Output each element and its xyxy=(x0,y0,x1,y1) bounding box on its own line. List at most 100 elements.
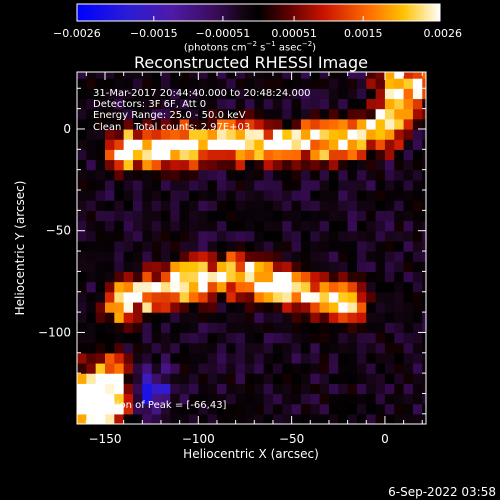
heatmap-cell xyxy=(123,190,134,201)
heatmap-cell xyxy=(356,393,367,405)
heatmap-cell xyxy=(216,72,227,79)
heatmap-cell xyxy=(114,312,125,323)
heatmap-cell xyxy=(207,322,218,334)
heatmap-cell xyxy=(216,403,227,415)
heatmap-cell xyxy=(179,373,190,384)
heatmap-cell xyxy=(104,352,115,364)
heatmap-cell xyxy=(403,251,414,262)
heatmap-cell xyxy=(263,362,274,374)
heatmap-cell xyxy=(179,190,190,201)
heatmap-cell xyxy=(160,230,171,242)
heatmap-cell xyxy=(188,72,199,79)
heatmap-cell xyxy=(356,322,367,334)
heatmap-cell xyxy=(394,383,405,395)
heatmap-cell xyxy=(384,291,395,303)
heatmap-cell xyxy=(86,251,97,262)
heatmap-cell xyxy=(319,373,330,384)
heatmap-cell xyxy=(95,301,106,313)
heatmap-cell xyxy=(244,373,255,384)
x-tick-label: −150 xyxy=(89,432,122,446)
heatmap-cell xyxy=(291,128,302,140)
heatmap-cell xyxy=(114,393,125,405)
heatmap-cell xyxy=(310,413,321,424)
heatmap-cell xyxy=(114,88,125,100)
heatmap-cell xyxy=(132,179,143,191)
heatmap-cell xyxy=(216,179,227,191)
heatmap-cell xyxy=(226,72,237,79)
heatmap-cell xyxy=(104,159,115,171)
heatmap-cell xyxy=(403,362,414,374)
heatmap-cell xyxy=(263,373,274,384)
heatmap-cell xyxy=(179,220,190,232)
heatmap-cell xyxy=(347,200,358,211)
heatmap-cell xyxy=(328,200,339,211)
heatmap-cell xyxy=(216,88,227,100)
heatmap-cell xyxy=(394,149,405,161)
heatmap-cell xyxy=(86,362,97,374)
heatmap-cell xyxy=(123,281,134,293)
heatmap-cell xyxy=(282,88,293,100)
heatmap-cell xyxy=(235,393,246,405)
heatmap-cell xyxy=(328,403,339,415)
footer-date: 6-Sep-2022 03:58 xyxy=(388,485,496,499)
heatmap-cell xyxy=(291,291,302,303)
heatmap-cell xyxy=(300,200,311,211)
heatmap-cell xyxy=(179,352,190,364)
heatmap-cell xyxy=(104,312,115,323)
heatmap-cell xyxy=(282,169,293,181)
heatmap-cell xyxy=(300,332,311,344)
heatmap-cell xyxy=(235,281,246,293)
heatmap-cell xyxy=(104,373,115,384)
heatmap-image xyxy=(77,72,426,424)
heatmap-cell xyxy=(310,139,321,150)
heatmap-cell xyxy=(179,118,190,130)
heatmap-cell xyxy=(188,78,199,89)
heatmap-cell xyxy=(86,332,97,344)
heatmap-cell xyxy=(207,159,218,171)
heatmap-cell xyxy=(300,373,311,384)
heatmap-cell xyxy=(422,159,426,171)
heatmap-cell xyxy=(300,362,311,374)
heatmap-cell xyxy=(160,169,171,181)
heatmap-cell xyxy=(95,108,106,120)
heatmap-cell xyxy=(375,251,386,262)
heatmap-cell xyxy=(291,108,302,120)
heatmap-cell xyxy=(114,128,125,140)
heatmap-cell xyxy=(123,312,134,323)
heatmap-cell xyxy=(132,301,143,313)
heatmap-cell xyxy=(104,403,115,415)
heatmap-cell xyxy=(422,88,426,100)
heatmap-cell xyxy=(244,271,255,283)
heatmap-cell xyxy=(160,342,171,354)
colorbar-units: (photons cm−2 s−1 asec−2) xyxy=(183,40,317,54)
heatmap-cell xyxy=(207,291,218,303)
heatmap-cell xyxy=(272,312,283,323)
heatmap-cell xyxy=(95,240,106,252)
heatmap-cell xyxy=(403,159,414,171)
heatmap-cell xyxy=(263,190,274,201)
heatmap-cell xyxy=(104,342,115,354)
heatmap-cell xyxy=(347,373,358,384)
heatmap-cell xyxy=(254,312,265,323)
heatmap-cell xyxy=(151,413,162,424)
heatmap-cell xyxy=(86,149,97,161)
heatmap-cell xyxy=(160,251,171,262)
heatmap-cell xyxy=(366,403,377,415)
heatmap-cell xyxy=(300,78,311,89)
heatmap-cell xyxy=(319,240,330,252)
heatmap-cell xyxy=(216,301,227,313)
heatmap-cell xyxy=(179,261,190,272)
heatmap-cell xyxy=(104,139,115,150)
heatmap-cell xyxy=(86,78,97,89)
heatmap-cell xyxy=(216,159,227,171)
heatmap-cell xyxy=(338,169,349,181)
heatmap-cell xyxy=(142,413,153,424)
heatmap-cell xyxy=(123,413,134,424)
heatmap-cell xyxy=(347,251,358,262)
heatmap-cell xyxy=(412,251,423,262)
heatmap-cell xyxy=(207,383,218,395)
heatmap-cell xyxy=(356,149,367,161)
heatmap-cell xyxy=(254,403,265,415)
heatmap-cell xyxy=(338,88,349,100)
heatmap-cell xyxy=(123,72,134,79)
